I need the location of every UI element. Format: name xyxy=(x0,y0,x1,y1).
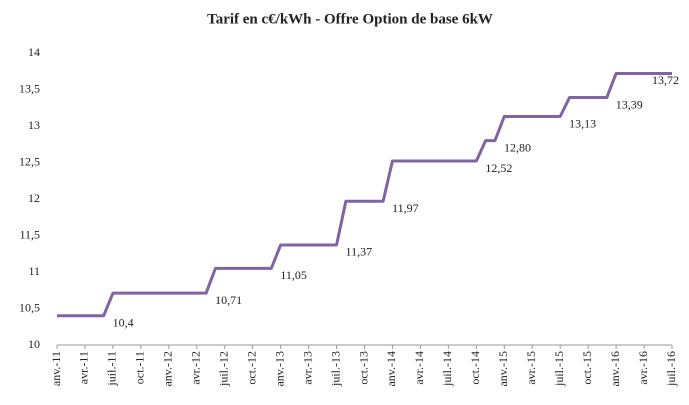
x-tick-label: avr.-14 xyxy=(412,351,426,385)
y-tick-label: 12 xyxy=(28,191,40,205)
data-label: 13,39 xyxy=(616,97,643,111)
line xyxy=(57,71,672,318)
data-label: 12,80 xyxy=(504,140,531,154)
x-tick-label: juil.-14 xyxy=(440,351,454,387)
data-label: 12,52 xyxy=(485,161,512,175)
x-tick-label: juil.-15 xyxy=(552,351,566,387)
x-tick-label: oct.-13 xyxy=(356,351,370,385)
x-tick-label: anv.-11 xyxy=(49,351,63,386)
data-label: 10,4 xyxy=(113,316,134,330)
y-tick-label: 11,5 xyxy=(19,227,40,241)
x-tick-label: juil.-11 xyxy=(105,351,119,387)
x-tick-label: oct.-14 xyxy=(468,351,482,385)
x-tick-label: avr.-15 xyxy=(524,351,538,385)
x-tick-label: anv.-16 xyxy=(608,351,622,387)
x-tick-label: oct.-12 xyxy=(244,351,258,385)
x-tick-label: oct.-15 xyxy=(580,351,594,385)
chart-title: Tarif en c€/kWh - Offre Option de base 6… xyxy=(207,11,493,27)
y-tick-label: 11 xyxy=(28,264,40,278)
x-tick-label: anv.-13 xyxy=(272,351,286,387)
x-tick-label: anv.-12 xyxy=(161,351,175,387)
data-label: 10,71 xyxy=(215,293,242,307)
x-tick-label: avr.-13 xyxy=(300,351,314,385)
x-tick-label: avr.-16 xyxy=(636,351,650,385)
data-label: 11,37 xyxy=(346,245,373,259)
y-tick-label: 10 xyxy=(28,337,40,351)
y-tick-label: 14 xyxy=(28,45,40,59)
data-label: 11,97 xyxy=(392,201,419,215)
data-label: 13,13 xyxy=(569,116,596,130)
data-label: 11,05 xyxy=(280,268,307,282)
x-tick-label: oct.-11 xyxy=(133,351,147,384)
y-tick-label: 10,5 xyxy=(19,300,40,314)
x-tick-label: anv.-14 xyxy=(384,351,398,387)
x-tick-label: anv.-15 xyxy=(496,351,510,387)
y-tick-label: 13,5 xyxy=(19,81,40,95)
x-tick-label: juil.-16 xyxy=(664,351,678,387)
x-tick-label: avr.-11 xyxy=(77,351,91,384)
y-tick-label: 12,5 xyxy=(19,154,40,168)
x-tick-label: avr.-12 xyxy=(189,351,203,385)
x-tick-label: juil.-13 xyxy=(328,351,342,387)
data-label: 13,72 xyxy=(652,73,679,87)
y-tick-label: 13 xyxy=(28,118,40,132)
x-tick-label: juil.-12 xyxy=(216,351,230,387)
